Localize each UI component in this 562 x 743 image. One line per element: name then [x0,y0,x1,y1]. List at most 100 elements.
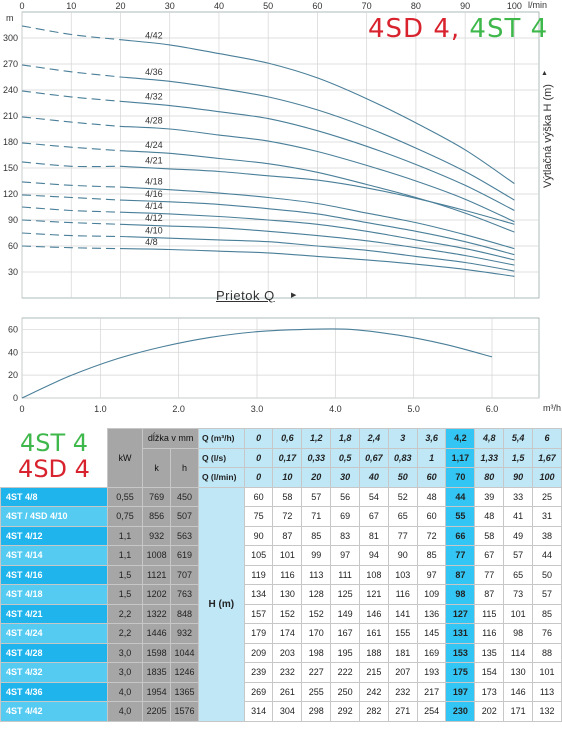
table-cell: 31 [531,506,562,527]
model-name: 4ST 4/24 [0,623,108,644]
x-tick-label-2: 6.0 [486,404,499,414]
series-line-4/21 [120,165,515,225]
y-axis-label: Výtlačná výška H (m) [542,84,554,188]
series-dashed-4/8 [21,245,121,250]
x-tick-label: 90 [460,1,470,11]
table-cell: 57 [531,584,562,605]
model-name: 4ST 4/21 [0,603,108,624]
series-label: 4/32 [145,91,163,101]
model-name: 4ST 4/36 [0,681,108,702]
table-cell: 116 [272,564,303,585]
plot-frame-2 [21,317,540,399]
table-cell: 57 [503,545,533,566]
table-cell: 60 [243,486,274,507]
table-cell: 282 [358,701,389,722]
q-value: 1,8 [330,428,360,449]
table-cell: 90 [387,545,418,566]
brand-title: 4SD 4, 4ST 4 [368,14,562,50]
table-cell: 94 [358,545,389,566]
q-value: 1,2 [301,428,332,449]
q-label: Q (l/min) [197,467,245,488]
right-arrow-icon: ▶ [291,292,297,299]
y-tick-label-2: 0 [13,393,18,403]
up-arrow-icon: ▲ [541,70,548,77]
x-tick-label-2: 5.0 [407,404,420,414]
kw-value: 1,5 [106,584,144,605]
table-cell: 227 [301,662,332,683]
kw-value: 1,1 [106,545,144,566]
h-value: 563 [170,525,199,546]
table-cell: 116 [474,623,505,644]
x-tick-label: 100 [507,1,522,11]
table-cell: 114 [503,642,533,663]
q-value: 100 [531,467,562,488]
table-cell: 85 [301,525,332,546]
table-cell: 271 [387,701,418,722]
series-line-4/16 [120,199,515,256]
table-cell: 242 [358,681,389,702]
table-cell: 109 [416,584,447,605]
table-cell: 115 [474,603,505,624]
series-label: 4/16 [145,189,163,199]
k-header: k [142,447,172,488]
y-tick-label: 150 [3,163,18,173]
model-name: 4ST 4/28 [0,642,108,663]
y-tick-label: 240 [3,85,18,95]
table-cell: 188 [358,642,389,663]
table-cell: 77 [387,525,418,546]
table-cell: 58 [272,486,303,507]
x-tick-label: 10 [66,1,76,11]
x-tick-label: 70 [362,1,372,11]
k-value: 1202 [142,584,172,605]
x-tick-label-2: 0 [19,404,24,414]
y-tick-label-2: 40 [8,347,18,357]
h-header: h [170,447,199,488]
x-tick-label-2: 1.0 [94,404,107,414]
series-line-4/28 [120,125,515,223]
table-cell: 111 [330,564,360,585]
table-cell: 85 [416,545,447,566]
q-value: 30 [330,467,360,488]
table-cell: 58 [474,525,505,546]
table-cell: 146 [503,681,533,702]
k-value: 856 [142,506,172,527]
table-cell: 292 [330,701,360,722]
k-value: 769 [142,486,172,507]
table-cell: 39 [474,486,505,507]
k-value: 1322 [142,603,172,624]
series-label: 4/14 [145,201,163,211]
y-tick-label-2: 20 [8,370,18,380]
q-value: 60 [416,467,447,488]
table-cell: 48 [416,486,447,507]
table-cell: 135 [474,642,505,663]
q-value: 1,33 [474,447,505,468]
series-label: 4/28 [145,116,163,126]
series-dashed-4/16 [21,194,121,201]
q-value: 0,67 [358,447,389,468]
q-value: 2,4 [358,428,389,449]
x-top-unit: l/min [528,0,548,10]
table-cell: 149 [330,603,360,624]
x-tick-label: 80 [411,1,421,11]
h-value: 932 [170,623,199,644]
q-value: 40 [358,467,389,488]
series-label: 4/36 [145,67,163,77]
table-cell: 136 [416,603,447,624]
x-tick-label: 30 [165,1,175,11]
table-cell: 87 [474,584,505,605]
table-cell: 72 [416,525,447,546]
x-tick-label: 60 [312,1,322,11]
table-cell: 152 [272,603,303,624]
table-cell: 98 [503,623,533,644]
model-name: 4ST 4/16 [0,564,108,585]
table-cell: 50 [531,564,562,585]
model-name: 4ST 4/14 [0,545,108,566]
q-value: 0,5 [330,447,360,468]
table-cell: 65 [503,564,533,585]
q-value: 1,17 [445,447,476,468]
table-cell: 128 [301,584,332,605]
x2-unit: m³/h [543,403,561,413]
series-label: 4/12 [145,213,163,223]
kw-value: 2,2 [106,603,144,624]
table-cell: 38 [531,525,562,546]
